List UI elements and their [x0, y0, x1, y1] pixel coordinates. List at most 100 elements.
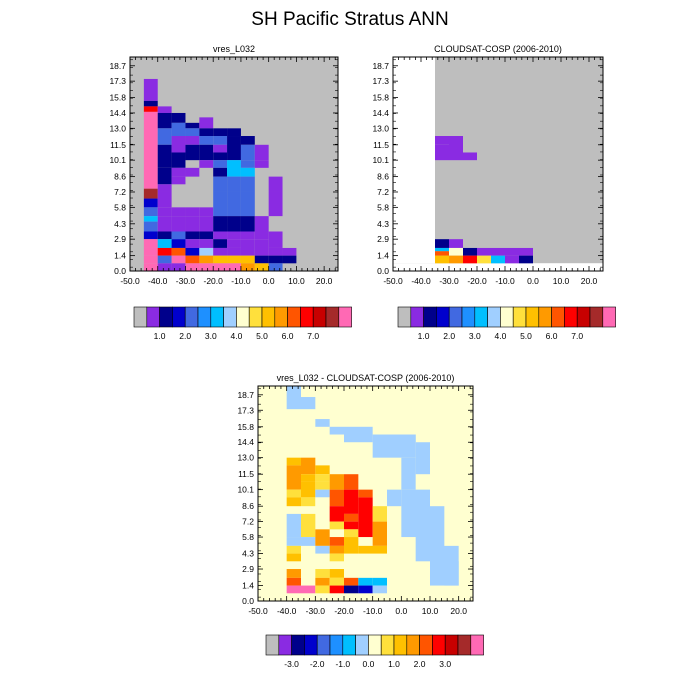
heatmap-cell	[213, 263, 228, 271]
colorbar-swatch	[436, 306, 450, 328]
y-tick-label: 18.7	[109, 61, 126, 71]
colorbar-label: 1.0	[388, 659, 400, 669]
heatmap-cell	[199, 231, 214, 240]
colorbar-swatch	[291, 634, 305, 656]
heatmap-cell	[254, 263, 269, 271]
colorbar-swatch	[210, 306, 224, 328]
panel-difference: vres_L032 - CLOUDSAT-COSP (2006-2010) -50…	[237, 373, 484, 669]
heatmap-cell	[143, 247, 158, 256]
y-tick-label: 11.5	[110, 140, 126, 150]
x-tick-label: -50.0	[248, 606, 268, 616]
colorbar-swatch	[474, 306, 488, 328]
heatmap-cell	[143, 255, 158, 264]
heatmap-cell	[329, 489, 344, 507]
heatmap-cell	[213, 247, 228, 256]
heatmap-cell	[491, 247, 505, 256]
heatmap-cell	[143, 221, 158, 232]
heatmap-cell	[171, 176, 186, 185]
colorbar-swatch	[410, 306, 424, 328]
heatmap-cell	[315, 497, 330, 514]
heatmap-cell	[315, 577, 330, 586]
y-tick-label: 17.3	[372, 76, 389, 86]
y-tick-label: 5.8	[242, 532, 254, 542]
heatmap-cell	[329, 537, 344, 546]
colorbar-swatch	[551, 306, 565, 328]
heatmap-cell	[344, 474, 359, 490]
heatmap-cell	[254, 255, 269, 264]
colorbar-swatch	[470, 634, 484, 656]
heatmap-cell	[171, 167, 186, 177]
colorbar-swatch	[538, 306, 552, 328]
heatmap-cell	[372, 506, 387, 522]
colorbar-swatch	[316, 634, 331, 656]
heatmap-cell	[435, 263, 603, 271]
heatmap-cell	[344, 521, 359, 530]
colorbar-label: 7.0	[571, 331, 583, 341]
heatmap-cell	[185, 231, 200, 240]
x-tick-label: -20.0	[334, 606, 354, 616]
y-tick-label: 2.9	[377, 234, 389, 244]
y-tick-label: 2.9	[114, 234, 126, 244]
heatmap-cell	[227, 263, 241, 271]
heatmap-cell	[435, 239, 449, 248]
heatmap-cell	[329, 553, 344, 562]
y-tick-label: 0.0	[377, 266, 389, 276]
heatmap-cell	[286, 545, 301, 554]
heatmap-cell	[286, 465, 301, 490]
heatmap-cell	[157, 128, 172, 145]
heatmap-cell	[254, 160, 269, 168]
heatmap-cell	[329, 569, 344, 578]
heatmap-cell	[286, 497, 301, 507]
heatmap-cell	[157, 112, 172, 129]
heatmap-cell	[185, 247, 200, 256]
y-tick-label: 0.0	[114, 266, 126, 276]
heatmap-cell	[301, 497, 316, 507]
y-tick-label: 0.0	[242, 596, 254, 606]
colorbar-swatch	[589, 306, 604, 328]
heatmap-cell	[227, 255, 241, 264]
x-tick-label: -10.0	[231, 276, 251, 286]
heatmap-cell	[213, 255, 228, 264]
y-tick-label: 4.3	[114, 219, 126, 229]
heatmap-cell	[171, 216, 186, 232]
x-tick-label: 20.0	[450, 606, 467, 616]
heatmap-cell	[315, 569, 330, 578]
heatmap-cell	[268, 247, 283, 256]
heatmap-cell	[185, 128, 200, 137]
y-tick-label: 7.2	[242, 517, 254, 527]
y-tick-label: 8.6	[114, 172, 126, 182]
colorbar-label: 3.0	[439, 659, 451, 669]
heatmap-cell	[358, 577, 373, 586]
x-tick-label: -50.0	[120, 276, 140, 286]
y-tick-label: 8.6	[377, 172, 389, 182]
colorbar-swatch	[265, 634, 280, 656]
heatmap-cell	[227, 136, 241, 161]
heatmap-cell	[240, 167, 255, 177]
colorbar-swatch	[342, 634, 356, 656]
heatmap-cell	[358, 489, 373, 498]
y-tick-label: 14.4	[372, 108, 389, 118]
colorbar-label: 1.0	[418, 331, 430, 341]
x-tick-label: 10.0	[553, 276, 570, 286]
heatmap-cell	[143, 106, 158, 112]
heatmap-cell	[344, 489, 359, 514]
heatmap-cell	[286, 489, 301, 498]
y-tick-label: 4.3	[377, 219, 389, 229]
heatmap-cell	[157, 216, 172, 232]
colorbar-swatch	[432, 634, 446, 656]
colorbar-swatch	[457, 634, 472, 656]
heatmap-cell	[268, 255, 283, 264]
heatmap-cell	[213, 144, 228, 153]
heatmap-cell	[227, 216, 241, 232]
heatmap-cell	[213, 167, 228, 177]
x-tick-label: -40.0	[148, 276, 168, 286]
colorbar-swatch	[133, 306, 148, 328]
colorbar-swatch	[406, 634, 420, 656]
heatmap-cell	[254, 216, 269, 232]
heatmap-cell	[358, 497, 373, 538]
heatmap-cell	[185, 167, 200, 177]
heatmap-cell	[199, 263, 214, 271]
y-tick-label: 17.3	[109, 76, 126, 86]
heatmap-cell	[282, 255, 297, 264]
heatmap-cell	[444, 561, 459, 586]
